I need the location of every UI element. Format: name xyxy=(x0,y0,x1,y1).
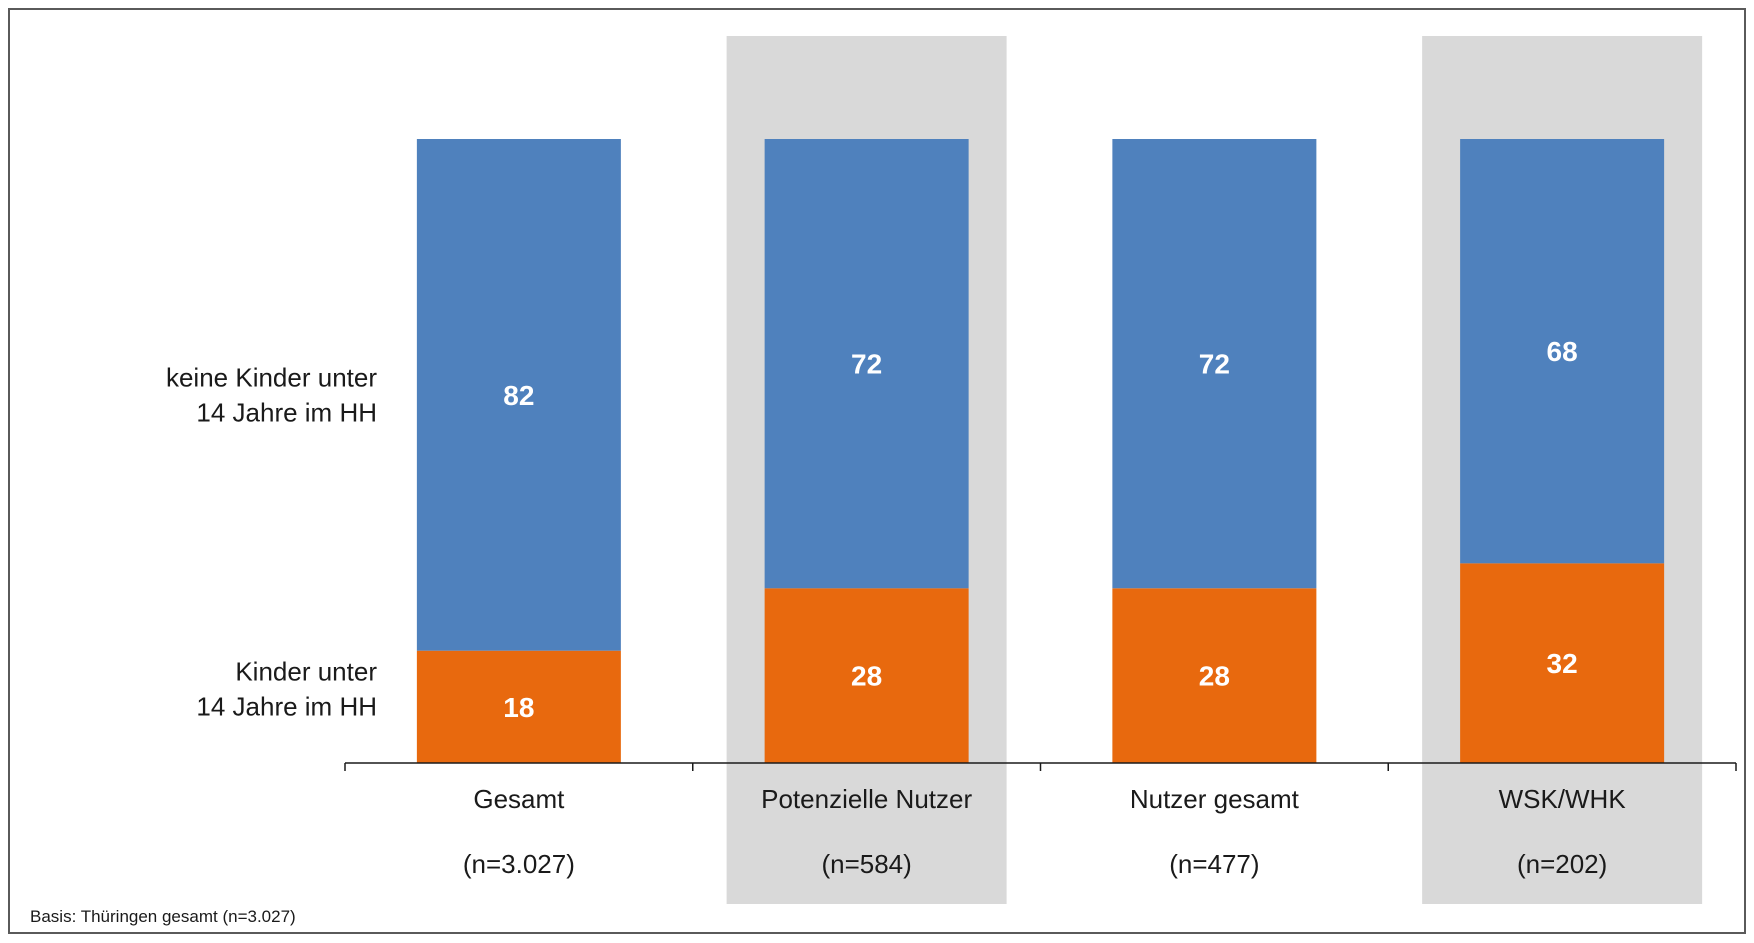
data-label: 82 xyxy=(503,380,534,411)
bar-segment-kinder xyxy=(1112,588,1317,763)
x-tick-label: WSK/WHK xyxy=(1499,784,1627,814)
x-tick-label: Nutzer gesamt xyxy=(1130,784,1300,814)
legend-kinder: Kinder unter 14 Jahre im HH xyxy=(196,656,377,721)
legend-line: 14 Jahre im HH xyxy=(196,691,377,721)
basis-footnote: Basis: Thüringen gesamt (n=3.027) xyxy=(30,907,296,926)
legend-keine-kinder: keine Kinder unter 14 Jahre im HH xyxy=(166,362,377,427)
sample-size-label: (n=584) xyxy=(821,849,911,879)
legend-line: Kinder unter xyxy=(235,656,377,686)
bar-segment-keine-kinder xyxy=(764,139,969,589)
bar-segment-keine-kinder xyxy=(1460,139,1665,564)
data-label: 72 xyxy=(851,349,882,380)
bar-segment-kinder xyxy=(416,650,621,763)
x-tick-label: Gesamt xyxy=(473,784,565,814)
data-label: 28 xyxy=(1199,661,1230,692)
data-label: 32 xyxy=(1547,648,1578,679)
data-label: 18 xyxy=(503,692,534,723)
x-tick-label: Potenzielle Nutzer xyxy=(761,784,972,814)
data-label: 28 xyxy=(851,661,882,692)
data-label: 68 xyxy=(1547,336,1578,367)
bar-segment-keine-kinder xyxy=(416,139,621,651)
bar-segment-kinder xyxy=(764,588,969,763)
bar-segment-keine-kinder xyxy=(1112,139,1317,589)
sample-size-label: (n=477) xyxy=(1169,849,1259,879)
sample-size-label: (n=202) xyxy=(1517,849,1607,879)
legend-line: keine Kinder unter xyxy=(166,362,377,392)
sample-size-label: (n=3.027) xyxy=(463,849,575,879)
data-label: 72 xyxy=(1199,349,1230,380)
legend-line: 14 Jahre im HH xyxy=(196,397,377,427)
bar-segment-kinder xyxy=(1460,563,1665,763)
